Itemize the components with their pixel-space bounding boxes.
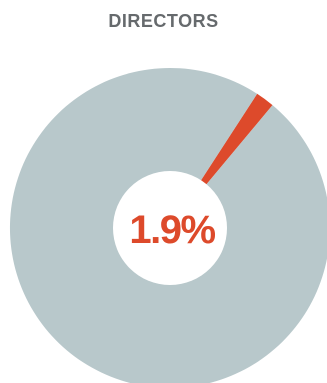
chart-title: DIRECTORS xyxy=(108,11,219,31)
center-label: 1.9% xyxy=(129,208,215,252)
center-hole xyxy=(113,171,227,285)
